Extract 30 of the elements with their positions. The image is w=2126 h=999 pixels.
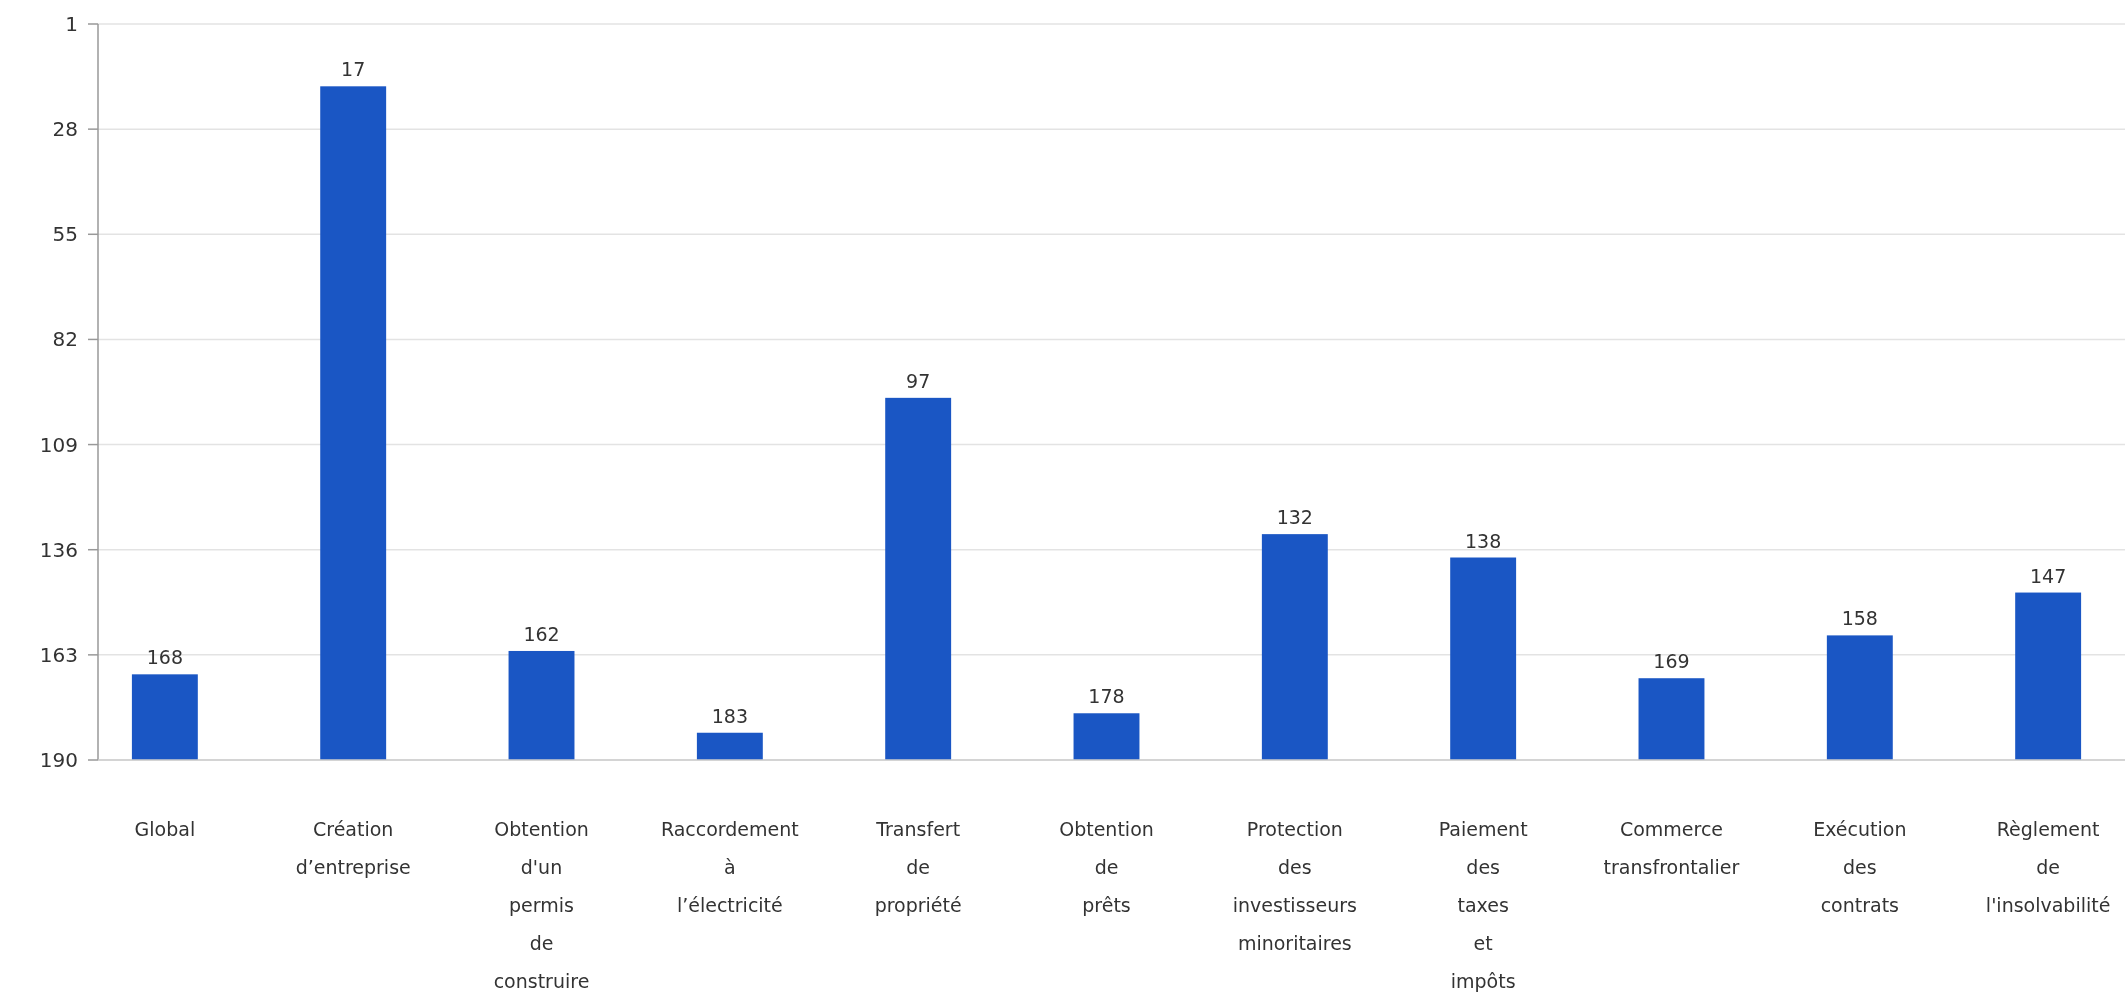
- x-tick-label: Obtention de prêts: [1059, 818, 1154, 916]
- data-label: 162: [523, 622, 560, 645]
- x-tick-label: Règlement de l'insolvabilité: [1985, 818, 2111, 916]
- data-label: 178: [1088, 685, 1125, 708]
- y-tick-label: 163: [39, 642, 78, 667]
- x-tick-label: Commerce transfrontalier: [1603, 818, 1740, 878]
- x-tick-label: Obtention d'un permis de construire: [493, 818, 590, 992]
- x-tick-label: Création d’entreprise: [295, 818, 411, 878]
- x-tick-label: Exécution des contrats: [1813, 818, 1907, 916]
- data-label: 138: [1465, 529, 1502, 552]
- data-label: 183: [711, 704, 748, 727]
- data-label: 147: [2030, 564, 2067, 587]
- data-label: 168: [146, 646, 183, 669]
- x-tick-label: Global: [134, 818, 196, 840]
- y-tick-label: 109: [39, 432, 78, 457]
- x-tick-label: Transfert de propriété: [874, 818, 962, 916]
- y-tick-label: 136: [39, 537, 78, 562]
- data-label: 132: [1276, 506, 1313, 529]
- x-tick-label: Paiement des taxes et impôts: [1438, 818, 1528, 992]
- x-tick-label: Raccordement à l’électricité: [660, 818, 799, 916]
- data-label: 158: [1841, 607, 1878, 630]
- data-label: 169: [1653, 650, 1690, 673]
- data-label: 97: [906, 369, 931, 392]
- y-tick-label: 55: [52, 222, 78, 247]
- y-tick-label: 190: [39, 748, 78, 772]
- y-tick-label: 82: [52, 327, 78, 352]
- data-label: 17: [341, 58, 366, 81]
- y-tick-label: 1: [65, 12, 78, 36]
- x-tick-label: Protection des investisseurs minoritaires: [1232, 818, 1357, 954]
- y-tick-label: 28: [52, 117, 78, 142]
